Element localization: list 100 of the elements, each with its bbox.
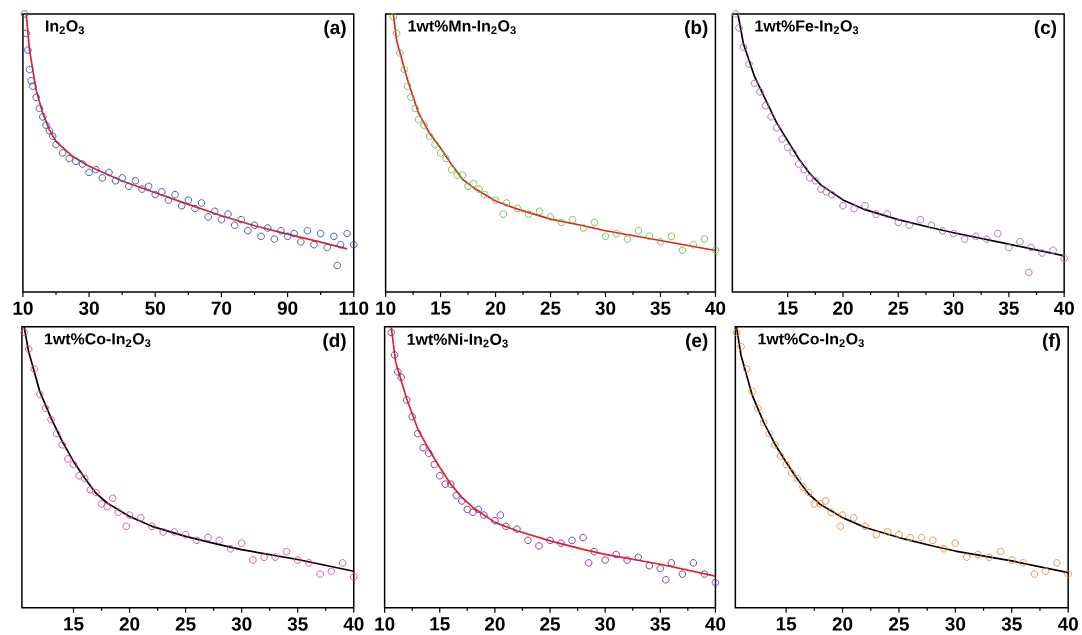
point [502, 199, 511, 207]
point [237, 539, 246, 548]
point [971, 232, 980, 241]
point [111, 177, 120, 185]
point [491, 517, 499, 525]
chart-title: 1wt%Co-In$_{2}$O$_{3}$ [45, 333, 151, 348]
point [949, 229, 958, 238]
point [474, 505, 483, 514]
point [22, 29, 30, 38]
point [458, 497, 466, 505]
point [783, 143, 792, 152]
point [420, 121, 428, 130]
point [424, 449, 433, 458]
point [30, 365, 38, 373]
point [72, 157, 80, 166]
point [98, 174, 107, 182]
point [69, 460, 78, 469]
point [105, 168, 113, 177]
point [850, 204, 858, 213]
point [1064, 570, 1072, 578]
point [58, 149, 67, 157]
point [759, 418, 768, 427]
annotation: (c) [1034, 20, 1057, 39]
point [463, 505, 472, 514]
point [872, 210, 880, 218]
point [827, 508, 835, 517]
point [906, 533, 914, 542]
point [137, 514, 145, 522]
point [776, 452, 785, 460]
point [333, 261, 341, 270]
point [535, 207, 544, 216]
point [270, 235, 279, 243]
x-tick-label: 15 [64, 617, 84, 631]
point [546, 536, 554, 545]
point [938, 227, 947, 235]
x-tick-label: 30 [595, 301, 616, 316]
point [927, 221, 936, 230]
x-tick-label: 20 [485, 617, 505, 631]
annotation: (a) [324, 20, 346, 39]
point [711, 578, 720, 587]
point [590, 218, 599, 227]
point [794, 160, 803, 168]
x-tick-label: 15 [776, 617, 797, 631]
point [1041, 567, 1050, 576]
point [290, 229, 298, 238]
point [215, 536, 223, 545]
point [1049, 246, 1057, 255]
point [1016, 238, 1024, 246]
x-tick-label: 35 [650, 617, 671, 631]
point [816, 500, 824, 508]
point [667, 232, 676, 241]
point [42, 121, 50, 130]
x-tick-label: 20 [485, 301, 506, 315]
point [700, 570, 709, 578]
chart-title: In$_{2}$O$_{3}$ [46, 20, 85, 35]
point [75, 472, 83, 480]
point [29, 82, 37, 91]
x-tick-label: 40 [705, 301, 726, 315]
point [310, 241, 318, 249]
x-tick-label: 40 [705, 617, 726, 631]
point [771, 441, 779, 449]
point [557, 539, 565, 548]
point [392, 29, 401, 38]
point [260, 553, 268, 562]
point [122, 522, 130, 531]
point [656, 238, 665, 246]
x-tick-label: 40 [343, 617, 364, 631]
point [125, 182, 133, 191]
x-tick-label: 50 [145, 301, 165, 315]
chart-title: 1wt%Ni-In$_{2}$O$_{3}$ [407, 333, 508, 348]
point [327, 567, 336, 576]
point [316, 570, 324, 578]
point [765, 429, 773, 438]
point [442, 154, 450, 163]
point [568, 536, 576, 545]
point [612, 550, 620, 559]
point [996, 548, 1005, 556]
point [634, 553, 642, 562]
point [436, 149, 445, 157]
x-tick-label: 110 [339, 301, 369, 315]
point [496, 511, 505, 519]
point [45, 127, 54, 135]
point [271, 553, 280, 562]
point [756, 88, 764, 96]
point [895, 531, 903, 539]
point [623, 235, 632, 243]
x-tick-label: 25 [889, 617, 909, 631]
x-tick-label: 10 [376, 301, 396, 315]
point [739, 43, 748, 52]
point [645, 562, 654, 570]
point [204, 533, 212, 542]
point [48, 132, 57, 141]
point [408, 413, 416, 421]
point [480, 511, 488, 519]
point [513, 525, 521, 533]
point [469, 508, 477, 517]
point [951, 539, 960, 548]
point [1060, 254, 1068, 263]
point [91, 166, 100, 174]
point [453, 171, 461, 180]
